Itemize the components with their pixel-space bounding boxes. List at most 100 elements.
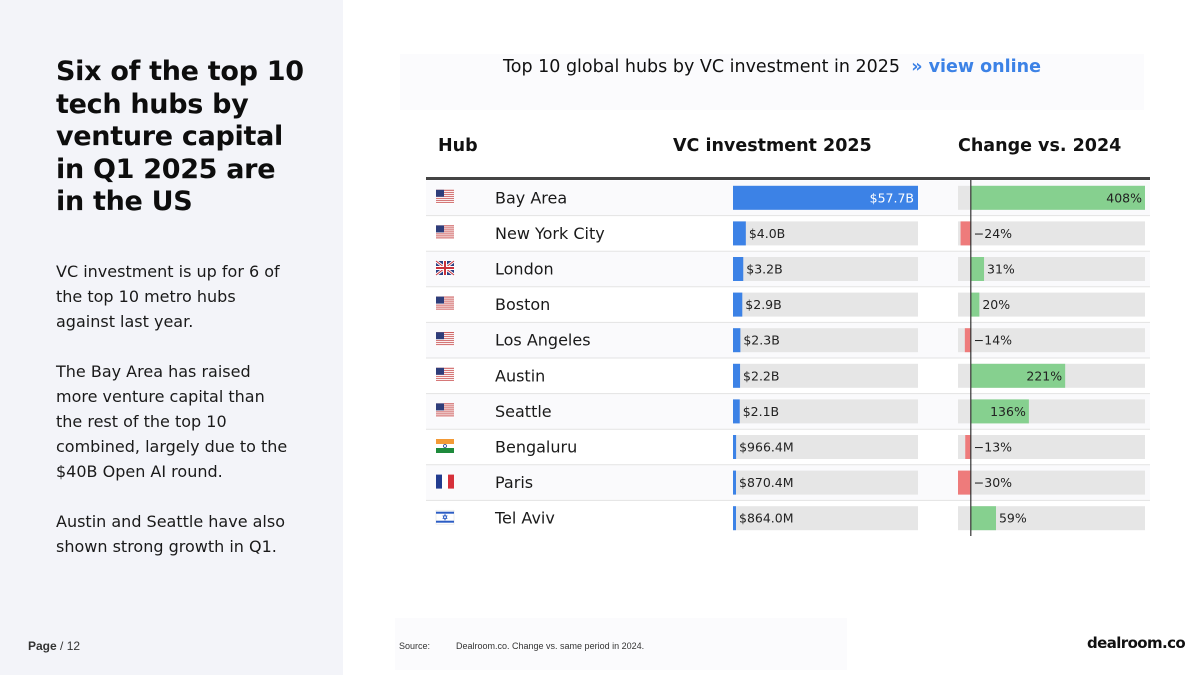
- investment-label: $4.0B: [749, 226, 785, 241]
- change-track: [958, 292, 1145, 317]
- column-header-investment: VC investment 2025: [673, 136, 872, 156]
- change-label: 59%: [999, 511, 1027, 526]
- investment-bar: [733, 435, 737, 459]
- column-header-change: Change vs. 2024: [958, 136, 1122, 156]
- us-flag-icon: [436, 225, 454, 240]
- page-suffix: / 12: [60, 639, 81, 653]
- header-rule: [426, 177, 1150, 180]
- investment-label: $57.7B: [870, 190, 914, 205]
- investment-track: [733, 399, 918, 424]
- investment-label: $870.4M: [739, 475, 794, 490]
- change-track: [958, 328, 1145, 353]
- investment-bar: [733, 185, 918, 210]
- change-bar: [958, 470, 971, 495]
- investment-label: $966.4M: [739, 440, 794, 455]
- table-row: Bay Area $57.7B 408%: [426, 180, 1150, 216]
- investment-bar: [733, 292, 743, 317]
- change-bar: [970, 257, 985, 281]
- change-bar: [970, 399, 1029, 424]
- investment-label: $2.1B: [743, 404, 779, 419]
- investment-track: [733, 292, 918, 317]
- india-flag-icon: [436, 439, 454, 453]
- change-track: [958, 435, 1145, 459]
- column-header-hub: Hub: [438, 136, 478, 156]
- investment-bar: [733, 470, 736, 495]
- change-label: −14%: [974, 333, 1012, 348]
- change-label: −30%: [974, 475, 1012, 490]
- body-paragraph-1: VC investment is up for 6 of the top 10 …: [56, 262, 280, 331]
- hub-name: Bengaluru: [495, 438, 577, 457]
- hub-name: London: [495, 260, 554, 279]
- change-bar: [970, 185, 1145, 210]
- investment-bar: [733, 399, 740, 424]
- headline: Six of the top 10 tech hubs by venture c…: [56, 56, 304, 217]
- left-panel: [0, 0, 343, 675]
- table-row: Los Angeles $2.3B −14%: [426, 321, 1150, 358]
- change-track: [958, 221, 1145, 246]
- change-label: 408%: [1106, 190, 1142, 205]
- change-bar: [970, 363, 1066, 388]
- change-label: 20%: [982, 297, 1010, 312]
- hub-name: Austin: [495, 366, 545, 385]
- change-track: [958, 257, 1145, 281]
- hub-name: Bay Area: [495, 188, 567, 207]
- hub-name: New York City: [495, 224, 605, 243]
- body-paragraph-2: The Bay Area has raised more venture cap…: [56, 362, 288, 481]
- table-row: London $3.2B 31%: [426, 250, 1150, 287]
- change-label: −13%: [974, 440, 1012, 455]
- investment-track: [733, 435, 918, 459]
- investment-track: [733, 363, 918, 388]
- hub-name: Los Angeles: [495, 331, 591, 350]
- change-label: 221%: [1026, 368, 1062, 383]
- source-text: Dealroom.co. Change vs. same period in 2…: [456, 641, 645, 651]
- table-row: Austin $2.2B 221%: [426, 357, 1150, 394]
- chart-title-box: Top 10 global hubs by VC investment in 2…: [400, 54, 1144, 110]
- table-row: Bengaluru $966.4M −13%: [426, 428, 1150, 465]
- us-flag-icon: [436, 367, 454, 382]
- investment-label: $2.3B: [743, 333, 779, 348]
- investment-label: $2.9B: [745, 297, 781, 312]
- hub-name: Paris: [495, 473, 533, 492]
- investment-track: [733, 506, 918, 531]
- change-bar: [965, 435, 971, 459]
- dealroom-logo: dealroom.co: [1087, 634, 1186, 652]
- body-paragraph-3: Austin and Seattle have also shown stron…: [56, 512, 285, 556]
- uk-flag-icon: [435, 259, 455, 277]
- investment-label: $3.2B: [746, 262, 782, 277]
- hub-name: Boston: [495, 295, 550, 314]
- us-flag-icon: [436, 189, 454, 204]
- table-row: Paris $870.4M −30%: [426, 464, 1150, 500]
- investment-bar: [733, 363, 741, 388]
- change-bar: [970, 292, 980, 317]
- investment-bar: [733, 328, 741, 353]
- investment-bar: [733, 506, 736, 531]
- change-label: 31%: [987, 262, 1015, 277]
- change-bar: [970, 506, 996, 531]
- israel-flag-icon: [435, 509, 455, 525]
- table-row: Tel Aviv $864.0M 59%: [426, 499, 1150, 536]
- hub-name: Seattle: [495, 402, 552, 421]
- france-flag-icon: [436, 474, 454, 489]
- change-track: [958, 470, 1145, 495]
- change-label: 136%: [990, 404, 1026, 419]
- investment-track: [733, 470, 918, 495]
- source-label: Source:: [399, 641, 431, 651]
- investment-track: [733, 257, 918, 281]
- table-row: New York City $4.0B −24%: [426, 215, 1150, 251]
- us-flag-icon: [436, 296, 454, 311]
- chart-title-line: Top 10 global hubs by VC investment in 2…: [400, 57, 1144, 77]
- view-online-link[interactable]: » view online: [911, 57, 1041, 77]
- change-bar: [960, 221, 971, 246]
- hub-name: Tel Aviv: [494, 509, 555, 528]
- table-row: Boston $2.9B 20%: [426, 286, 1150, 322]
- change-bar: [964, 328, 971, 353]
- page-label: Page: [28, 639, 57, 653]
- page-number: Page / 12: [28, 639, 80, 653]
- investment-bar: [733, 257, 744, 281]
- us-flag-icon: [436, 403, 454, 418]
- body-text: VC investment is up for 6 of the top 10 …: [56, 259, 296, 584]
- table-row: Seattle $2.1B 136%: [426, 393, 1150, 429]
- chart-title: Top 10 global hubs by VC investment in 2…: [503, 57, 901, 77]
- investment-track: [733, 328, 918, 353]
